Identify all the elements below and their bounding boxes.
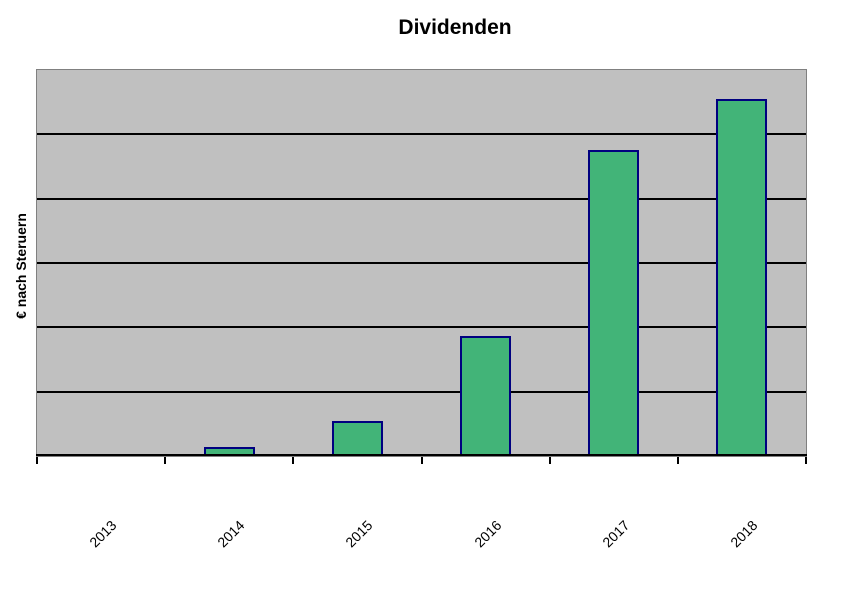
gridline (37, 326, 806, 328)
x-axis-tick (421, 457, 423, 464)
chart-title: Dividenden (398, 16, 512, 39)
x-axis-tick (677, 457, 679, 464)
bar-2016 (460, 336, 511, 456)
gridline (37, 262, 806, 264)
x-axis-label-2017: 2017 (598, 517, 633, 551)
bar-2017 (588, 150, 639, 456)
gridline (37, 198, 806, 200)
gridline (37, 391, 806, 393)
gridline (37, 133, 806, 135)
x-axis-label-2014: 2014 (213, 517, 248, 551)
x-axis-tick (549, 457, 551, 464)
bar-2015 (332, 421, 383, 456)
x-axis-line (36, 454, 807, 456)
plot-area (36, 69, 807, 457)
x-axis-tick (805, 457, 807, 464)
y-axis-label: € nach Steruern (13, 213, 29, 319)
x-axis-label-2013: 2013 (85, 517, 120, 551)
x-axis-tick (36, 457, 38, 464)
bar-2014 (204, 447, 255, 456)
x-axis-label-2015: 2015 (341, 517, 376, 551)
x-axis-label-2016: 2016 (470, 517, 505, 551)
x-axis-tick (292, 457, 294, 464)
x-axis-tick (164, 457, 166, 464)
x-axis-label-2018: 2018 (726, 517, 761, 551)
bar-2018 (716, 99, 767, 456)
